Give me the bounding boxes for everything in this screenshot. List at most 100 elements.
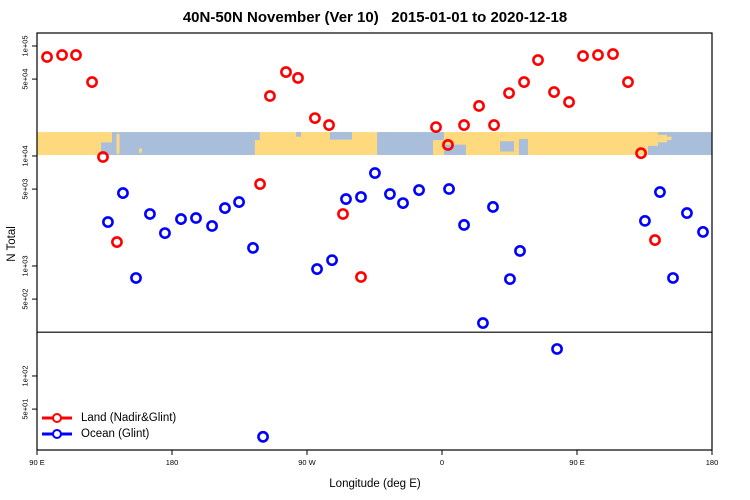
scatter-point [488,119,500,131]
scatter-point [649,234,661,246]
scatter-point [264,90,276,102]
scatter-point [681,207,693,219]
scatter-point [175,213,187,225]
scatter-point [477,317,489,329]
x-tick-label: 180 [706,458,719,467]
scatter-point [130,272,142,284]
y-tick-label: 5e+04 [21,69,30,90]
y-axis-label: N Total [6,226,18,262]
scatter-point [219,202,231,214]
scatter-point [323,119,335,131]
scatter-point [206,220,218,232]
x-tick-label: 0 [440,458,444,467]
scatter-point [117,187,129,199]
scatter-point [97,151,109,163]
scatter-point [340,193,352,205]
scatter-point [697,226,709,238]
scatter-point [458,119,470,131]
scatter-point [442,139,454,151]
scatter-point [355,271,367,283]
scatter-point [607,48,619,60]
scatter-point [190,212,202,224]
scatter-point [384,188,396,200]
scatter-point [518,76,530,88]
x-axis-label: Longitude (deg E) [329,478,421,490]
y-tick-label: 1e+02 [21,365,30,386]
x-tick-label: 180 [166,458,179,467]
scatter-point [563,96,575,108]
legend-label-land: Land (Nadir&Glint) [81,412,177,424]
scatter-point [577,50,589,62]
scatter-point [280,66,292,78]
map-band-patch [296,132,301,137]
map-band-segment [254,132,378,156]
scatter-point [532,54,544,66]
scatter-point [233,196,245,208]
scatter-point [111,236,123,248]
open-circle-icon [52,429,62,439]
plot-border [36,32,713,451]
y-tick-label: 5e+02 [21,289,30,310]
scatter-point [369,167,381,179]
scatter-point [430,121,442,134]
scatter-point [487,201,499,213]
scatter-point [654,186,666,198]
map-band-patch [254,132,260,141]
map-band-segment [433,132,648,156]
scatter-point [144,208,156,220]
y-tick-label: 5e+01 [21,399,30,420]
scatter-point [70,49,82,61]
legend-label-ocean: Ocean (Glint) [81,428,150,440]
map-band-segment [37,132,112,156]
scatter-point [667,272,679,284]
scatter-point [592,49,604,61]
scatter-point [504,273,516,285]
map-band-patch [139,148,142,153]
map-band-segment [377,132,433,156]
scatter-point [309,112,321,124]
x-tick-label: 90 E [29,458,44,467]
scatter-point [458,219,470,231]
scatter-point [337,208,349,220]
y-tick-label: 1e+05 [21,35,30,56]
scatter-point [86,76,98,88]
scatter-point [639,214,651,227]
y-tick-label: 5e+03 [21,179,30,200]
legend-item-ocean: Ocean (Glint) [42,426,176,442]
legend-item-land: Land (Nadir&Glint) [42,410,176,426]
scatter-point [247,242,259,254]
x-tick-label: 90 W [298,458,316,467]
map-band-patch [329,132,352,140]
x-tick-label: 90 E [569,458,584,467]
legend: Land (Nadir&Glint) Ocean (Glint) [42,410,176,442]
scatter-point [635,147,647,160]
scatter-point [551,343,563,355]
scatter-point [514,245,526,257]
scatter-point [254,178,266,190]
scatter-point [257,430,269,443]
scatter-point [159,227,171,240]
map-band-segment [112,132,255,156]
ocean-series-symbol [42,427,72,441]
land-series-symbol [42,411,72,425]
map-band-patch [116,133,120,154]
y-tick-label: 1e+04 [21,145,30,166]
open-circle-icon [52,413,62,423]
y-tick-label: 1e+03 [21,255,30,276]
map-band-patch [667,136,672,141]
chart-title: 40N-50N November (Ver 10) 2015-01-01 to … [182,9,568,26]
scatter-point [473,100,485,112]
scatter-point [355,191,367,203]
map-band-patch [433,132,444,141]
scatter-point [413,184,425,196]
map-band-patch [518,138,528,156]
scatter-point [41,51,53,63]
scatter-point [548,86,560,98]
map-band-patch [647,132,658,146]
map-band-patch [658,134,667,143]
scatter-point [292,72,304,84]
scatter-point [102,216,114,228]
scatter-point [443,183,455,195]
